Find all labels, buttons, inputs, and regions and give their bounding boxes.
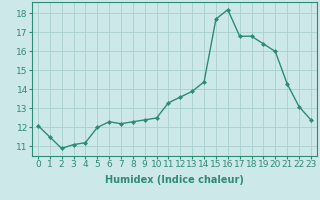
X-axis label: Humidex (Indice chaleur): Humidex (Indice chaleur) — [105, 175, 244, 185]
